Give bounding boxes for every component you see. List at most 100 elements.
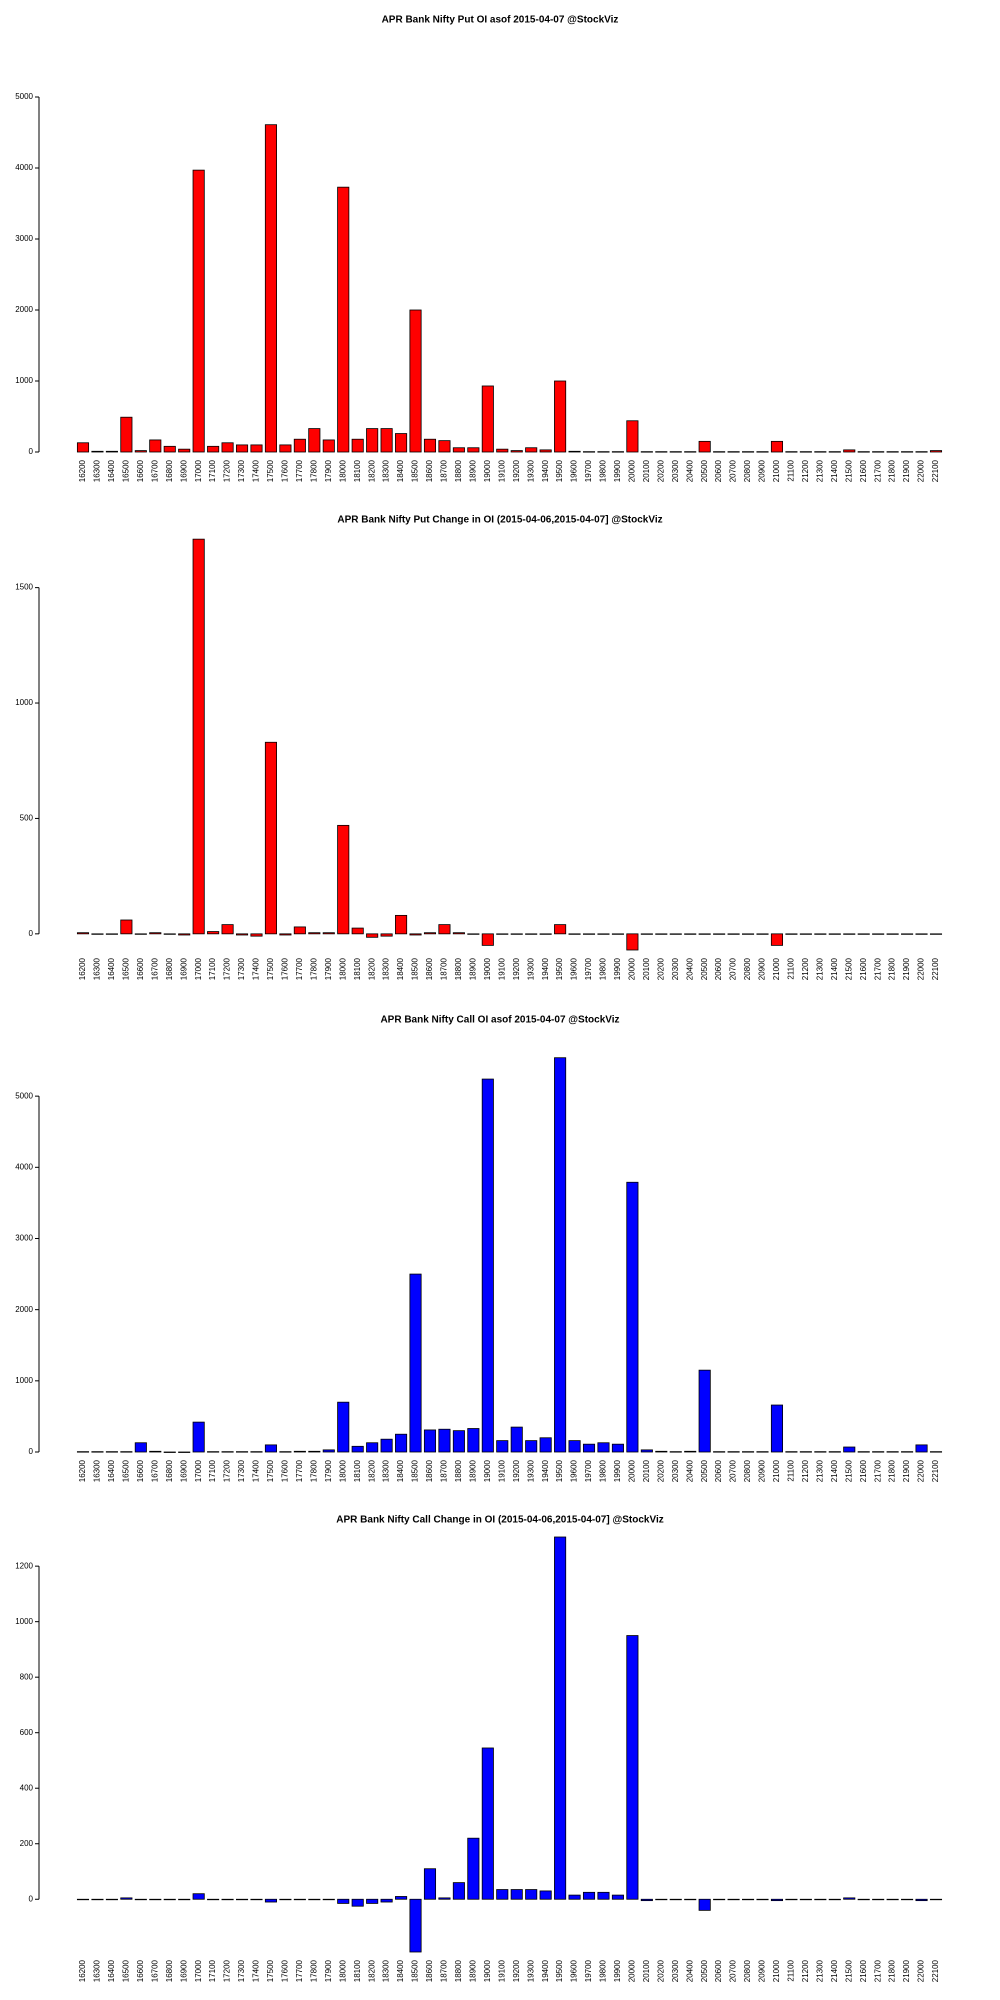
x-tick-label: 18700 [440, 459, 449, 482]
x-tick-label: 21200 [801, 459, 810, 482]
bar [178, 1898, 191, 1901]
bar [886, 933, 899, 935]
x-tick-label: 16600 [136, 1459, 145, 1482]
x-tick-label: 21100 [787, 1959, 796, 1981]
x-tick-label: 20600 [714, 1959, 723, 1982]
bar [467, 1428, 480, 1453]
x-tick-label: 20500 [700, 1459, 709, 1482]
bar [120, 1451, 133, 1453]
x-tick-label: 17100 [208, 1959, 217, 1982]
bar [322, 1449, 335, 1453]
x-tick-label: 16500 [121, 1959, 130, 1982]
bar [539, 1437, 552, 1453]
bar [452, 1430, 465, 1453]
y-tick-label: 400 [20, 1783, 34, 1792]
x-tick-label: 19300 [526, 1959, 535, 1982]
x-tick-label: 16200 [78, 1959, 87, 1982]
x-tick-label: 18900 [468, 957, 477, 980]
bar [264, 124, 277, 453]
bar [496, 933, 509, 935]
bar [713, 451, 726, 453]
x-tick-label: 21100 [787, 459, 796, 481]
bar [423, 1429, 437, 1453]
x-tick-label: 16800 [165, 957, 174, 980]
bar [91, 1898, 104, 1901]
bar [684, 1450, 697, 1453]
bar [539, 1890, 552, 1900]
y-tick-label: 4000 [15, 1162, 33, 1171]
x-tick-label: 16400 [107, 459, 116, 482]
x-tick-label: 20200 [656, 1959, 665, 1982]
x-tick-label: 18700 [440, 1959, 449, 1982]
x-tick-label: 22100 [931, 957, 940, 980]
bar [91, 450, 104, 453]
x-tick-label: 21400 [830, 1459, 839, 1482]
bar [481, 385, 494, 453]
bar [857, 451, 870, 453]
x-tick-label: 19200 [512, 1959, 521, 1982]
x-tick-label: 21500 [844, 1459, 853, 1482]
x-tick-label: 18900 [468, 459, 477, 482]
bar [76, 442, 90, 453]
x-tick-label: 20300 [671, 1459, 680, 1482]
x-tick-label: 17200 [223, 1959, 232, 1982]
x-tick-label: 20400 [685, 1959, 694, 1982]
y-tick-label: 5000 [15, 1091, 33, 1100]
x-tick-label: 17600 [281, 1959, 290, 1982]
bar [467, 1837, 480, 1900]
bar [655, 1898, 668, 1901]
x-tick-label: 16200 [78, 957, 87, 980]
x-tick-label: 16700 [150, 1959, 159, 1982]
bar [293, 1898, 306, 1901]
x-tick-label: 19900 [613, 1459, 622, 1482]
x-tick-label: 19800 [599, 1459, 608, 1482]
x-tick-label: 19400 [541, 459, 550, 482]
x-tick-label: 20100 [642, 1959, 651, 1982]
x-tick-label: 17300 [237, 459, 246, 482]
bar [611, 933, 624, 935]
x-tick-label: 17100 [208, 1459, 217, 1482]
bar [525, 1889, 538, 1900]
bar [395, 914, 408, 935]
bar [351, 1445, 364, 1453]
x-tick-label: 16900 [179, 1959, 188, 1982]
x-tick-label: 17000 [194, 459, 203, 482]
x-tick-label: 20500 [700, 957, 709, 980]
x-tick-label: 16200 [78, 459, 87, 482]
x-tick-label: 20600 [714, 1459, 723, 1482]
bar [684, 933, 697, 935]
x-tick-label: 16900 [179, 957, 188, 980]
x-tick-label: 17200 [223, 1459, 232, 1482]
bar [799, 1898, 812, 1901]
bar [120, 919, 133, 935]
bar [901, 933, 914, 935]
bar [221, 442, 234, 453]
bar [235, 1898, 249, 1901]
x-tick-label: 19400 [541, 1459, 550, 1482]
bar [76, 1451, 90, 1453]
x-tick-label: 19100 [497, 1459, 506, 1482]
bar [337, 1401, 350, 1453]
bar [626, 1181, 639, 1453]
bar [149, 1898, 162, 1901]
bar [713, 1898, 726, 1901]
bar [510, 450, 523, 453]
x-tick-label: 19300 [526, 1459, 535, 1482]
bar [770, 1898, 784, 1902]
y-tick-label: 1000 [15, 698, 33, 707]
y-tick-label: 500 [20, 814, 34, 823]
x-tick-label: 20300 [671, 1959, 680, 1982]
bar [192, 538, 205, 935]
bar [872, 1898, 885, 1901]
x-tick-label: 22000 [917, 1459, 926, 1482]
x-tick-label: 17500 [266, 1959, 275, 1982]
bar [727, 1898, 740, 1901]
x-tick-label: 19100 [497, 459, 506, 482]
bar [510, 1426, 523, 1453]
x-tick-label: 18600 [425, 957, 434, 980]
bar [640, 933, 653, 935]
bar [799, 451, 812, 453]
bar [568, 1894, 581, 1900]
bar [409, 1273, 422, 1453]
x-tick-label: 20300 [671, 459, 680, 482]
